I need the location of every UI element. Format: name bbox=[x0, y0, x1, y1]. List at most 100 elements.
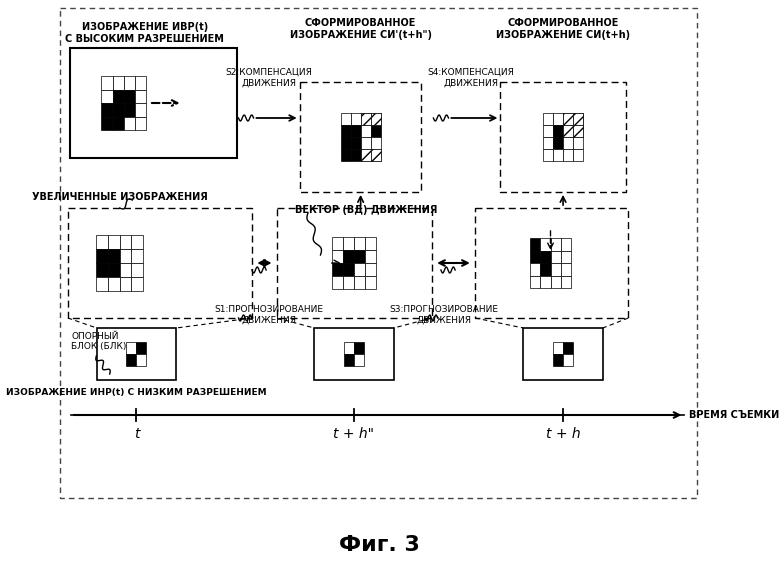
Bar bbox=[563, 149, 573, 161]
Bar bbox=[350, 149, 360, 161]
Bar bbox=[365, 263, 376, 276]
Bar bbox=[370, 137, 381, 149]
Text: Фиг. 3: Фиг. 3 bbox=[339, 535, 420, 555]
Bar bbox=[300, 82, 421, 192]
Bar bbox=[136, 354, 147, 366]
Bar bbox=[563, 125, 573, 137]
Bar bbox=[553, 354, 563, 366]
Bar bbox=[314, 328, 394, 380]
Bar bbox=[573, 113, 583, 125]
Bar bbox=[101, 76, 112, 89]
Text: S3:ПРОГНОЗИРОВАНИЕ
ДВИЖЕНИЯ: S3:ПРОГНОЗИРОВАНИЕ ДВИЖЕНИЯ bbox=[390, 305, 498, 324]
Bar bbox=[354, 354, 364, 366]
Bar bbox=[132, 249, 144, 263]
Bar bbox=[344, 354, 354, 366]
Bar bbox=[343, 250, 354, 263]
Bar bbox=[119, 277, 132, 291]
Bar bbox=[370, 149, 381, 161]
Bar bbox=[530, 251, 540, 263]
Bar bbox=[354, 342, 364, 354]
Bar bbox=[332, 250, 343, 263]
Bar bbox=[540, 263, 551, 276]
Bar bbox=[132, 263, 144, 277]
Bar bbox=[551, 251, 561, 263]
Bar bbox=[112, 117, 124, 130]
Bar bbox=[69, 48, 237, 158]
Bar bbox=[370, 125, 381, 137]
Bar bbox=[573, 113, 583, 125]
Text: ИЗОБРАЖЕНИЕ ИНР(t) С НИЗКИМ РАЗРЕШЕНИЕМ: ИЗОБРАЖЕНИЕ ИНР(t) С НИЗКИМ РАЗРЕШЕНИЕМ bbox=[6, 388, 267, 397]
Bar bbox=[523, 328, 603, 380]
Bar bbox=[563, 113, 573, 125]
Bar bbox=[543, 149, 553, 161]
Bar bbox=[350, 125, 360, 137]
Bar bbox=[343, 276, 354, 289]
Bar bbox=[124, 76, 135, 89]
Bar bbox=[354, 276, 365, 289]
Text: ИЗОБРАЖЕНИЕ ИВР(t)
С ВЫСОКИМ РАЗРЕШЕНИЕМ: ИЗОБРАЖЕНИЕ ИВР(t) С ВЫСОКИМ РАЗРЕШЕНИЕМ bbox=[66, 22, 225, 45]
Bar bbox=[124, 117, 135, 130]
Bar bbox=[101, 89, 112, 103]
Bar bbox=[341, 125, 350, 137]
Text: t + h": t + h" bbox=[333, 427, 374, 441]
Bar bbox=[553, 113, 563, 125]
Bar bbox=[370, 113, 381, 125]
Bar bbox=[96, 235, 108, 249]
Bar bbox=[354, 237, 365, 250]
Bar bbox=[561, 276, 572, 288]
Bar bbox=[370, 113, 381, 125]
Text: S4:КОМПЕНСАЦИЯ
ДВИЖЕНИЯ: S4:КОМПЕНСАЦИЯ ДВИЖЕНИЯ bbox=[427, 68, 515, 88]
Bar bbox=[68, 208, 252, 318]
Bar bbox=[561, 238, 572, 251]
Bar bbox=[119, 235, 132, 249]
Bar bbox=[563, 125, 573, 137]
Bar bbox=[561, 263, 572, 276]
Bar bbox=[96, 277, 108, 291]
Bar bbox=[97, 328, 176, 380]
Bar bbox=[277, 208, 431, 318]
Text: СФОРМИРОВАННОЕ
ИЗОБРАЖЕНИЕ СИ(t+h): СФОРМИРОВАННОЕ ИЗОБРАЖЕНИЕ СИ(t+h) bbox=[496, 18, 630, 41]
Bar bbox=[573, 125, 583, 137]
Bar bbox=[530, 263, 540, 276]
Bar bbox=[343, 263, 354, 276]
Bar bbox=[360, 137, 370, 149]
Bar bbox=[96, 249, 108, 263]
Bar bbox=[343, 237, 354, 250]
Bar bbox=[350, 113, 360, 125]
Bar bbox=[561, 251, 572, 263]
Bar bbox=[126, 342, 136, 354]
Bar bbox=[573, 137, 583, 149]
Bar bbox=[563, 113, 573, 125]
Bar bbox=[132, 277, 144, 291]
Bar bbox=[341, 137, 350, 149]
Bar bbox=[59, 8, 697, 498]
Bar bbox=[551, 238, 561, 251]
Bar bbox=[136, 342, 147, 354]
Bar bbox=[112, 103, 124, 117]
Bar bbox=[360, 113, 370, 125]
Bar bbox=[332, 263, 343, 276]
Bar bbox=[108, 235, 119, 249]
Bar bbox=[344, 342, 354, 354]
Text: t + h: t + h bbox=[546, 427, 580, 441]
Bar bbox=[126, 354, 136, 366]
Bar bbox=[119, 249, 132, 263]
Bar bbox=[101, 103, 112, 117]
Bar bbox=[540, 238, 551, 251]
Bar bbox=[563, 354, 573, 366]
Bar bbox=[540, 276, 551, 288]
Bar bbox=[96, 263, 108, 277]
Bar bbox=[132, 235, 144, 249]
Bar bbox=[553, 137, 563, 149]
Bar bbox=[365, 276, 376, 289]
Bar bbox=[540, 251, 551, 263]
Bar bbox=[108, 263, 119, 277]
Bar bbox=[124, 103, 135, 117]
Bar bbox=[332, 276, 343, 289]
Text: УВЕЛИЧЕННЫЕ ИЗОБРАЖЕНИЯ: УВЕЛИЧЕННЫЕ ИЗОБРАЖЕНИЯ bbox=[32, 192, 207, 202]
Bar bbox=[112, 89, 124, 103]
Bar bbox=[119, 263, 132, 277]
Bar bbox=[551, 276, 561, 288]
Bar bbox=[360, 149, 370, 161]
Bar bbox=[551, 263, 561, 276]
